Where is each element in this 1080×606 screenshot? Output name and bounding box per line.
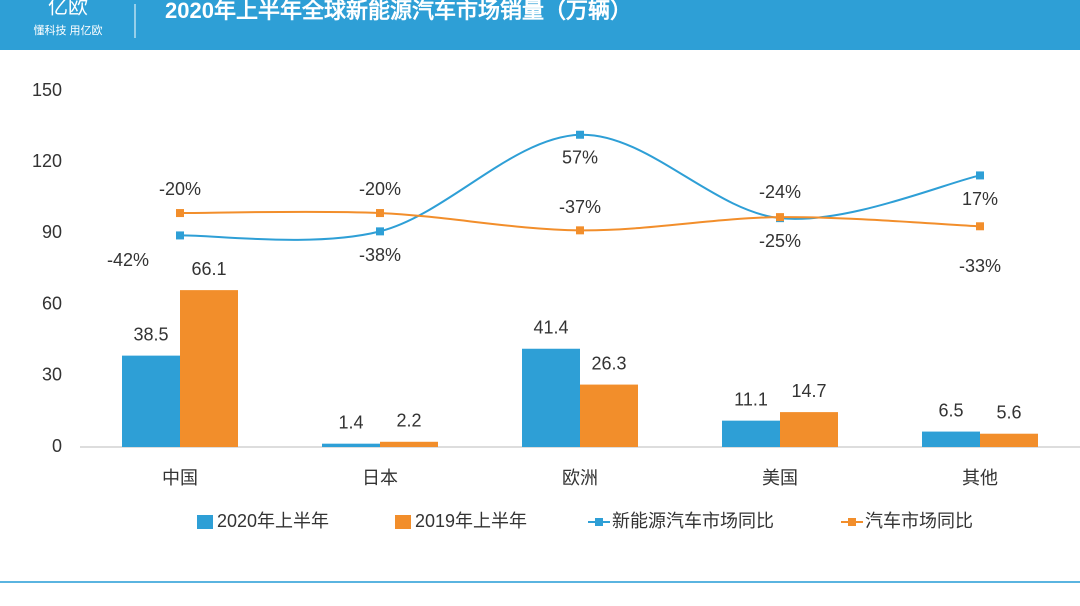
logo: 亿欧 <box>48 0 88 18</box>
bar-value-label: 5.6 <box>996 402 1021 422</box>
line-marker <box>976 222 984 231</box>
line-marker <box>776 213 784 222</box>
bar <box>922 431 980 447</box>
line-value-label: -42% <box>107 250 149 270</box>
bar <box>322 443 380 447</box>
bar-value-label: 38.5 <box>133 324 168 344</box>
x-tick-label: 中国 <box>162 468 198 488</box>
line-marker <box>576 130 584 139</box>
header-band <box>0 0 1080 50</box>
line-marker <box>376 227 384 236</box>
legend-label: 2020年上半年 <box>217 511 329 531</box>
line-value-label: -25% <box>759 231 801 251</box>
chart-title: 2020年上半年全球新能源汽车市场销量（万辆） <box>165 0 632 23</box>
line-value-label: -24% <box>759 182 801 202</box>
line-marker <box>576 226 584 235</box>
bar <box>380 441 438 447</box>
line-value-label: -38% <box>359 245 401 265</box>
x-tick-label: 欧洲 <box>562 468 598 488</box>
line-value-label: -20% <box>159 179 201 199</box>
bar <box>522 348 580 447</box>
x-tick-label: 其他 <box>962 468 998 488</box>
y-tick-label: 30 <box>42 365 62 385</box>
line-marker <box>176 209 184 218</box>
legend-label: 新能源汽车市场同比 <box>612 511 774 531</box>
legend-swatch <box>395 515 411 529</box>
line-marker <box>176 231 184 240</box>
bar <box>780 412 838 447</box>
slogan: 懂科技 用亿欧 <box>33 23 102 37</box>
y-tick-label: 120 <box>32 151 62 171</box>
bar-value-label: 41.4 <box>533 317 568 337</box>
bar-value-label: 6.5 <box>938 400 963 420</box>
y-tick-label: 90 <box>42 222 62 242</box>
legend-swatch <box>197 515 213 529</box>
line-value-label: 57% <box>562 147 598 167</box>
bar <box>722 420 780 447</box>
x-tick-label: 美国 <box>762 468 798 488</box>
legend-label: 2019年上半年 <box>415 511 527 531</box>
y-tick-label: 150 <box>32 80 62 100</box>
line-marker <box>976 171 984 180</box>
bar-value-label: 26.3 <box>591 353 626 373</box>
bar <box>122 355 180 447</box>
line-value-label: -20% <box>359 179 401 199</box>
bar <box>980 433 1038 447</box>
line-value-label: -37% <box>559 197 601 217</box>
legend-swatch <box>848 518 856 526</box>
bar-value-label: 66.1 <box>191 259 226 279</box>
y-tick-label: 60 <box>42 293 62 313</box>
legend-swatch <box>595 518 603 526</box>
x-tick-label: 日本 <box>362 468 398 488</box>
bar-value-label: 2.2 <box>396 411 421 431</box>
bar-value-label: 11.1 <box>734 389 768 409</box>
line-marker <box>376 209 384 218</box>
bar-value-label: 14.7 <box>791 381 826 401</box>
legend-label: 汽车市场同比 <box>865 511 973 531</box>
bar <box>580 384 638 447</box>
y-tick-label: 0 <box>52 436 62 456</box>
bar <box>180 290 238 447</box>
bar-value-label: 1.4 <box>338 412 363 432</box>
line-value-label: 17% <box>962 189 998 209</box>
line-value-label: -33% <box>959 256 1001 276</box>
